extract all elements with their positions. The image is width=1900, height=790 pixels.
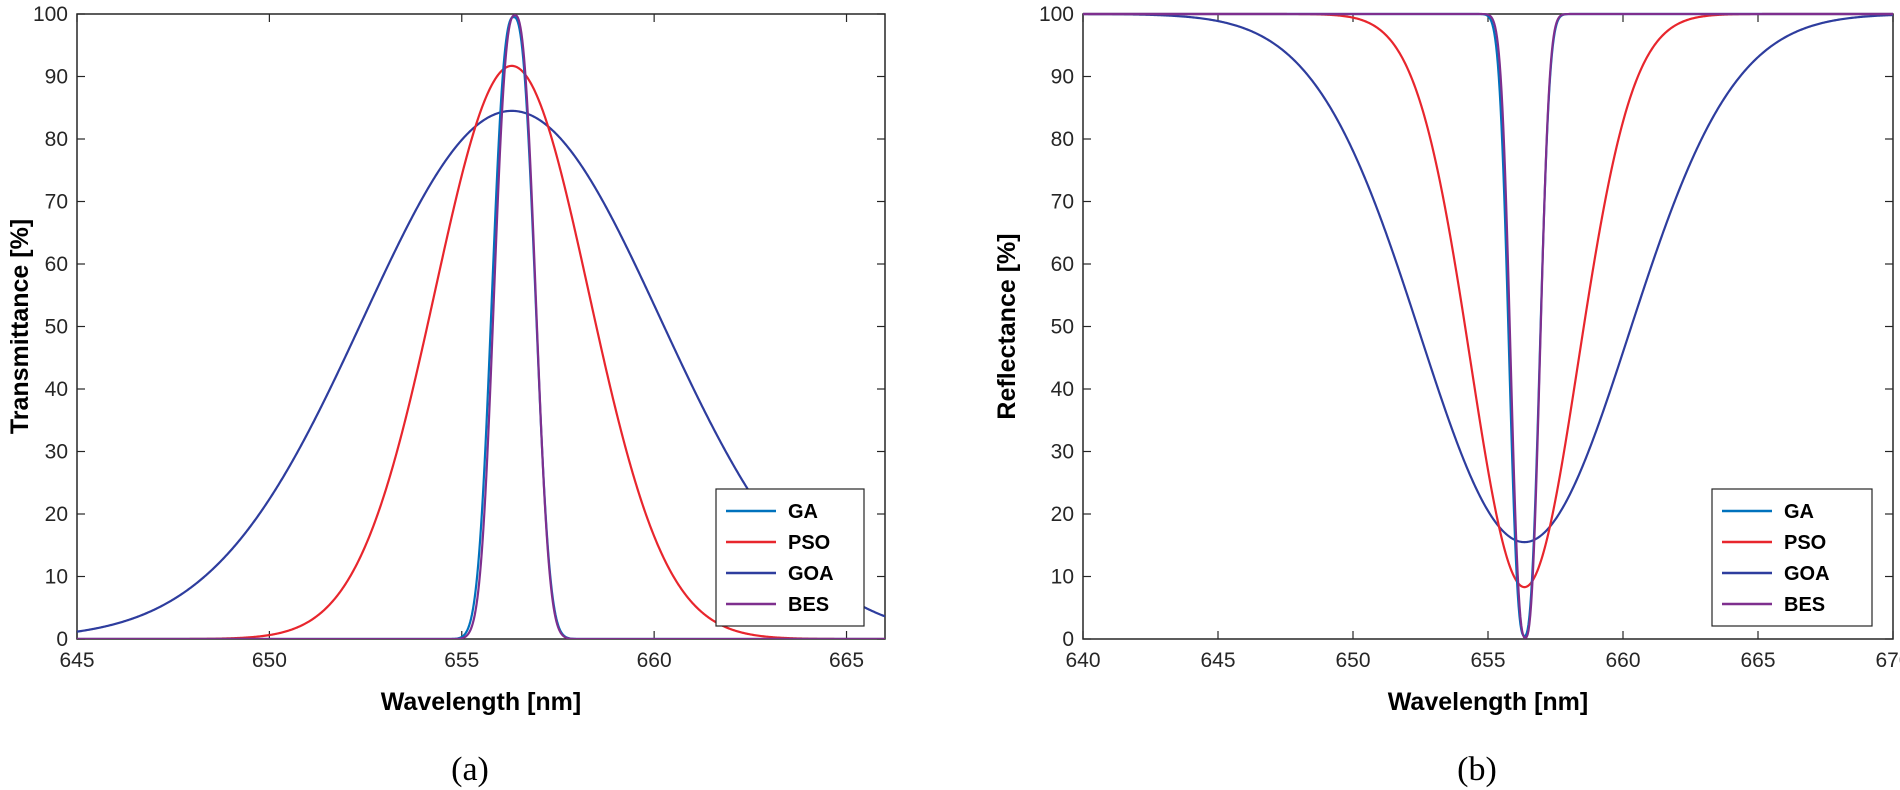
series-line-bes	[77, 14, 885, 639]
series-line-goa	[1083, 12, 1893, 544]
y-tick-label: 10	[45, 566, 68, 589]
x-tick-label: 645	[59, 649, 94, 672]
chart-panel-a: 645 650 655 660 665 0 10 20 30 40 50 60 70 80 90 100 Wav…	[6, 3, 886, 788]
x-tick-label: 645	[1200, 649, 1235, 672]
panel-caption: (b)	[1457, 751, 1497, 788]
x-axis-label: Wavelength [nm]	[1388, 688, 1588, 716]
legend-label-bes: BES	[788, 594, 829, 616]
x-tick-label: 650	[1335, 649, 1370, 672]
y-tick-label: 90	[45, 66, 68, 89]
series-line-bes	[1083, 12, 1893, 639]
y-tick-label: 70	[1051, 191, 1074, 214]
y-tick-label: 40	[1051, 378, 1074, 401]
legend-label-ga: GA	[1784, 501, 1814, 523]
chart-panel-b: 640 645 650 655 660 665 670 0 10 20 30 40 50 60 70 80 90…	[993, 3, 1900, 788]
x-tick-label: 665	[1740, 649, 1775, 672]
y-tick-label: 10	[1051, 566, 1074, 589]
y-tick-label: 0	[1062, 628, 1074, 651]
y-tick-label: 90	[1051, 66, 1074, 89]
legend-label-goa: GOA	[788, 563, 834, 585]
x-axis-label: Wavelength [nm]	[381, 688, 581, 716]
y-axis-label: Transmittance [%]	[6, 219, 34, 434]
y-tick-label: 20	[45, 503, 68, 526]
legend-label-pso: PSO	[1784, 532, 1826, 554]
y-tick-label: 60	[45, 253, 68, 276]
x-tick-label: 655	[1470, 649, 1505, 672]
y-tick-label: 40	[45, 378, 68, 401]
y-tick-label: 50	[45, 316, 68, 339]
x-tick-label: 665	[829, 649, 864, 672]
legend-label-pso: PSO	[788, 532, 830, 554]
legend-label-bes: BES	[1784, 594, 1825, 616]
series-line-ga	[77, 16, 885, 639]
y-tick-label: 100	[1039, 3, 1074, 26]
y-tick-label: 60	[1051, 253, 1074, 276]
y-tick-label: 20	[1051, 503, 1074, 526]
y-tick-label: 30	[45, 441, 68, 464]
x-tick-label: 650	[252, 649, 287, 672]
y-tick-label: 80	[45, 128, 68, 151]
y-tick-label: 30	[1051, 441, 1074, 464]
y-tick-label: 80	[1051, 128, 1074, 151]
x-tick-label: 660	[637, 649, 672, 672]
x-tick-label: 660	[1605, 649, 1640, 672]
y-tick-label: 50	[1051, 316, 1074, 339]
x-tick-label: 670	[1875, 649, 1900, 672]
y-axis-label: Reflectance [%]	[993, 233, 1021, 419]
legend-label-ga: GA	[788, 501, 818, 523]
y-tick-label: 100	[33, 3, 68, 26]
x-tick-label: 640	[1065, 649, 1100, 672]
y-tick-label: 70	[45, 191, 68, 214]
y-tick-label: 0	[56, 628, 68, 651]
legend: GA PSO GOA BES	[715, 488, 865, 627]
legend-label-goa: GOA	[1784, 563, 1830, 585]
x-tick-label: 655	[444, 649, 479, 672]
legend: GA PSO GOA BES	[1711, 488, 1873, 627]
panel-caption: (a)	[451, 751, 489, 788]
